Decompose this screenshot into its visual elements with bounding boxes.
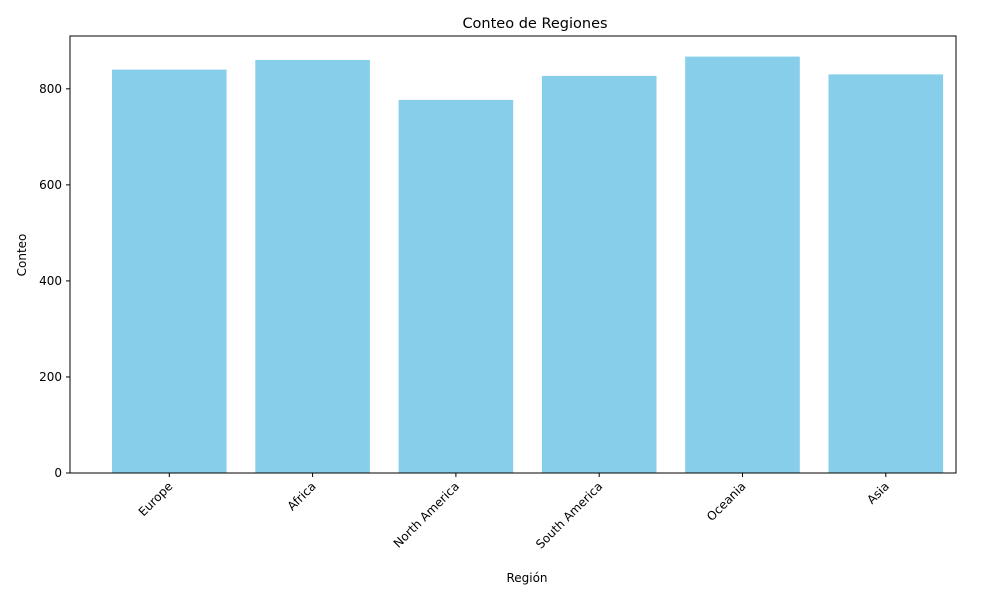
bar-south-america <box>541 75 657 474</box>
bar-north-america <box>398 99 514 474</box>
x-tick-label: North America <box>391 479 462 550</box>
y-tick-label: 400 <box>39 274 62 288</box>
x-tick-label: Africa <box>285 479 319 513</box>
bar-oceania <box>685 56 800 473</box>
bar-africa <box>255 60 370 473</box>
bar-europe <box>112 69 227 473</box>
bars-layer <box>112 56 944 474</box>
y-tick-label: 200 <box>39 370 62 384</box>
y-tick-label: 800 <box>39 82 62 96</box>
x-axis-label: Región <box>506 571 547 585</box>
x-tick-label: Europe <box>136 479 176 519</box>
y-axis-label: Conteo <box>15 234 29 277</box>
x-tick-label: Asia <box>864 479 892 507</box>
bar-asia <box>828 74 944 474</box>
y-tick-label: 600 <box>39 178 62 192</box>
plot-frame <box>69 35 957 474</box>
y-tick-label: 0 <box>54 466 62 480</box>
x-tick-label: Oceania <box>704 479 749 524</box>
x-tick-label: South America <box>533 479 605 551</box>
chart-title: Conteo de Regiones <box>462 16 607 32</box>
